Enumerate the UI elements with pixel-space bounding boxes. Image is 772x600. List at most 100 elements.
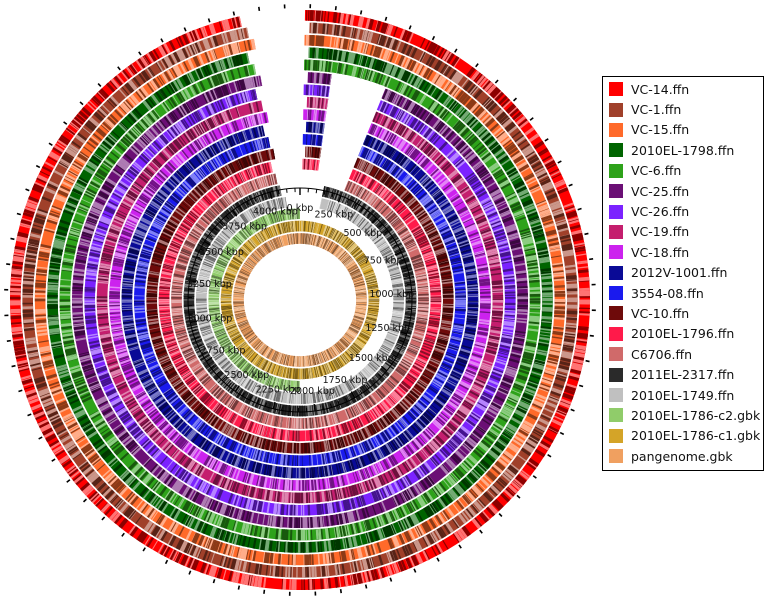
track-feature <box>350 549 354 560</box>
track-feature <box>231 17 237 29</box>
track-feature <box>561 244 573 249</box>
track-feature <box>523 148 535 157</box>
track-feature <box>555 220 567 227</box>
track-feature <box>102 487 111 496</box>
track-feature <box>10 315 22 320</box>
track-feature <box>452 87 460 97</box>
track-feature <box>174 552 181 563</box>
track-feature <box>532 403 543 410</box>
track-feature <box>115 483 126 493</box>
track-feature <box>209 36 216 48</box>
track-feature <box>322 553 326 565</box>
track-feature <box>39 347 51 353</box>
track-feature <box>305 542 309 553</box>
track-feature <box>351 40 355 51</box>
track-feature <box>250 39 254 50</box>
track-feature <box>190 545 197 556</box>
track-feature <box>160 544 168 556</box>
track-feature <box>419 51 426 63</box>
track-feature <box>230 558 235 570</box>
track-feature <box>538 206 549 212</box>
track-feature <box>64 387 75 394</box>
track-feature <box>229 545 234 557</box>
track-feature <box>529 185 540 192</box>
track-feature <box>521 423 532 432</box>
track-feature <box>35 382 47 388</box>
track-feature <box>140 86 149 97</box>
track-feature <box>234 572 241 584</box>
track-feature <box>47 182 58 190</box>
track-feature <box>46 407 58 416</box>
track-feature <box>302 529 305 541</box>
track-feature <box>563 202 574 208</box>
track-feature <box>559 360 571 367</box>
track-feature <box>126 508 135 518</box>
track-feature <box>184 46 191 58</box>
track-feature <box>37 208 48 214</box>
track-feature <box>359 16 365 28</box>
track-feature <box>231 571 237 583</box>
track-feature <box>236 547 240 558</box>
track-feature <box>572 236 584 242</box>
track-feature <box>20 219 32 226</box>
track-feature <box>202 26 208 37</box>
track-feature <box>186 73 193 84</box>
track-feature <box>59 432 69 440</box>
track-feature <box>51 390 63 397</box>
track-feature <box>550 390 562 397</box>
track-feature <box>180 554 187 565</box>
track-feature <box>197 534 205 546</box>
track-feature <box>524 126 535 136</box>
track-feature <box>222 45 227 57</box>
track-feature <box>56 400 67 407</box>
track-feature <box>10 321 22 325</box>
track-feature <box>296 504 299 516</box>
track-feature <box>36 329 48 333</box>
track-feature <box>110 495 119 504</box>
track-feature <box>415 553 423 565</box>
track-feature <box>31 367 42 371</box>
track-feature <box>519 471 530 481</box>
track-feature <box>129 63 139 75</box>
track-feature <box>23 273 35 277</box>
track-feature <box>437 512 446 524</box>
track-feature <box>302 542 305 553</box>
track-feature <box>429 532 436 543</box>
track-feature <box>151 511 159 521</box>
track-feature <box>542 376 554 382</box>
track-feature <box>450 55 460 67</box>
track-feature <box>562 346 574 352</box>
track-feature <box>433 45 440 56</box>
track-feature <box>389 51 395 63</box>
track-feature <box>84 486 94 495</box>
track-feature <box>439 526 447 537</box>
track-feature <box>224 45 229 57</box>
track-feature <box>248 549 252 561</box>
track-feature <box>33 410 45 418</box>
track-feature <box>28 196 40 202</box>
track-feature <box>43 430 55 439</box>
track-feature <box>535 393 547 400</box>
track-feature <box>428 518 437 529</box>
track-feature <box>419 38 426 49</box>
track-feature <box>60 134 71 143</box>
track-feature <box>52 445 63 454</box>
track-feature <box>559 401 571 409</box>
track-feature <box>305 84 309 96</box>
track-feature <box>152 49 160 60</box>
track-feature <box>551 173 562 180</box>
track-feature <box>508 464 519 474</box>
track-feature <box>101 486 110 496</box>
track-feature <box>344 13 349 25</box>
track-feature <box>361 559 366 571</box>
track-feature <box>535 169 546 177</box>
track-feature <box>365 558 372 570</box>
track-feature <box>14 246 26 251</box>
track-feature <box>509 442 520 451</box>
track-feature <box>96 463 106 472</box>
track-feature <box>191 44 197 55</box>
track-feature <box>539 384 551 390</box>
track-feature <box>89 116 100 127</box>
track-feature <box>196 547 202 559</box>
track-feature <box>501 137 511 146</box>
